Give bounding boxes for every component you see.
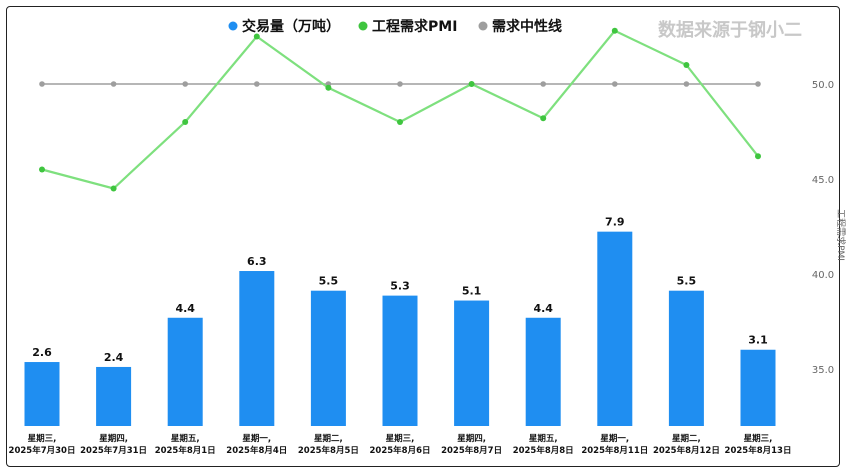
- pmi-point: [683, 62, 690, 68]
- volume-bar: [239, 271, 275, 426]
- pmi-point: [611, 27, 618, 34]
- legend-label: 需求中性线: [492, 18, 562, 35]
- bar-value-label: 5.3: [390, 280, 410, 293]
- bar-value-label: 5.5: [677, 275, 697, 288]
- bar-value-label: 2.4: [104, 351, 124, 364]
- x-tick-label-day: 星期五,: [171, 433, 200, 444]
- x-tick-label-date: 2025年8月5日: [298, 445, 359, 456]
- pmi-point: [182, 119, 189, 125]
- neutral-point: [612, 81, 618, 87]
- right-axis-tick: 40.0: [812, 270, 834, 281]
- neutral-point: [540, 81, 546, 87]
- bar-value-label: 4.4: [533, 302, 553, 315]
- bar-value-label: 5.5: [319, 275, 339, 288]
- neutral-point: [755, 81, 761, 87]
- x-tick-label-date: 2025年8月4日: [226, 445, 287, 456]
- x-tick-label-date: 2025年7月30日: [9, 445, 76, 456]
- x-tick-label-day: 星期四,: [99, 433, 128, 444]
- volume-bar: [668, 290, 704, 426]
- bar-value-label: 5.1: [462, 285, 482, 298]
- legend-label: 交易量（万吨）: [242, 18, 340, 35]
- volume-bar: [167, 317, 203, 426]
- volume-bar: [96, 366, 132, 426]
- legend-marker: [228, 21, 238, 31]
- x-tick-label-date: 2025年8月13日: [725, 445, 792, 456]
- volume-bar: [597, 231, 633, 426]
- watermark-brand: 数据来源于钢小二: [658, 20, 802, 41]
- pmi-line: [41, 29, 759, 190]
- volume-bar: [454, 300, 490, 426]
- bar-value-label: 7.9: [605, 216, 625, 229]
- x-tick-label-day: 星期三,: [28, 433, 57, 444]
- chart-frame: [6, 6, 840, 467]
- bar-value-label: 2.6: [32, 346, 52, 359]
- bar-value-label: 4.4: [175, 302, 195, 315]
- pmi-point: [325, 84, 332, 91]
- neutral-point: [110, 81, 117, 87]
- x-tick-label-day: 星期四,: [457, 433, 486, 444]
- pmi-point: [755, 153, 761, 160]
- legend-marker: [358, 21, 368, 31]
- pmi-point: [468, 81, 475, 87]
- pmi-point: [39, 166, 45, 173]
- volume-bar: [310, 290, 346, 426]
- x-tick-label-day: 星期三,: [744, 433, 773, 444]
- volume-bar: [740, 349, 776, 426]
- pmi-point: [397, 119, 403, 125]
- x-tick-label-date: 2025年8月11日: [581, 445, 648, 456]
- legend-label: 工程需求PMI: [372, 18, 457, 35]
- neutral-point: [39, 81, 45, 87]
- x-tick-label-date: 2025年8月1日: [155, 445, 216, 456]
- bar-value-label: 3.1: [748, 334, 768, 347]
- x-tick-label-date: 2025年7月31日: [80, 445, 147, 456]
- right-axis-tick: 35.0: [812, 365, 834, 376]
- volume-bar: [382, 295, 418, 426]
- neutral-point: [397, 81, 403, 87]
- x-tick-label-date: 2025年8月8日: [513, 445, 574, 456]
- right-axis-label: 工程需求PMI: [835, 209, 847, 261]
- x-tick-label-date: 2025年8月7日: [441, 445, 502, 456]
- x-tick-label-day: 星期二,: [314, 433, 343, 444]
- x-tick-label-day: 星期二,: [672, 433, 701, 444]
- pmi-point: [110, 185, 117, 192]
- bar-value-label: 6.3: [247, 255, 267, 268]
- right-axis-tick: 50.0: [812, 80, 834, 91]
- x-tick-label-day: 星期一,: [600, 433, 629, 444]
- x-tick-label-day: 星期五,: [529, 433, 558, 444]
- volume-bar: [525, 317, 561, 426]
- pmi-point: [540, 115, 547, 122]
- x-tick-label-date: 2025年8月12日: [653, 445, 720, 456]
- neutral-point: [253, 81, 260, 87]
- pmi-point: [253, 33, 260, 40]
- x-tick-label-date: 2025年8月6日: [370, 445, 431, 456]
- x-tick-label-day: 星期三,: [386, 433, 415, 444]
- legend-marker: [478, 21, 488, 31]
- neutral-point: [683, 81, 690, 87]
- right-axis-tick: 45.0: [812, 175, 834, 186]
- x-tick-label-day: 星期一,: [242, 433, 271, 444]
- volume-bar: [24, 362, 60, 426]
- neutral-point: [182, 81, 188, 87]
